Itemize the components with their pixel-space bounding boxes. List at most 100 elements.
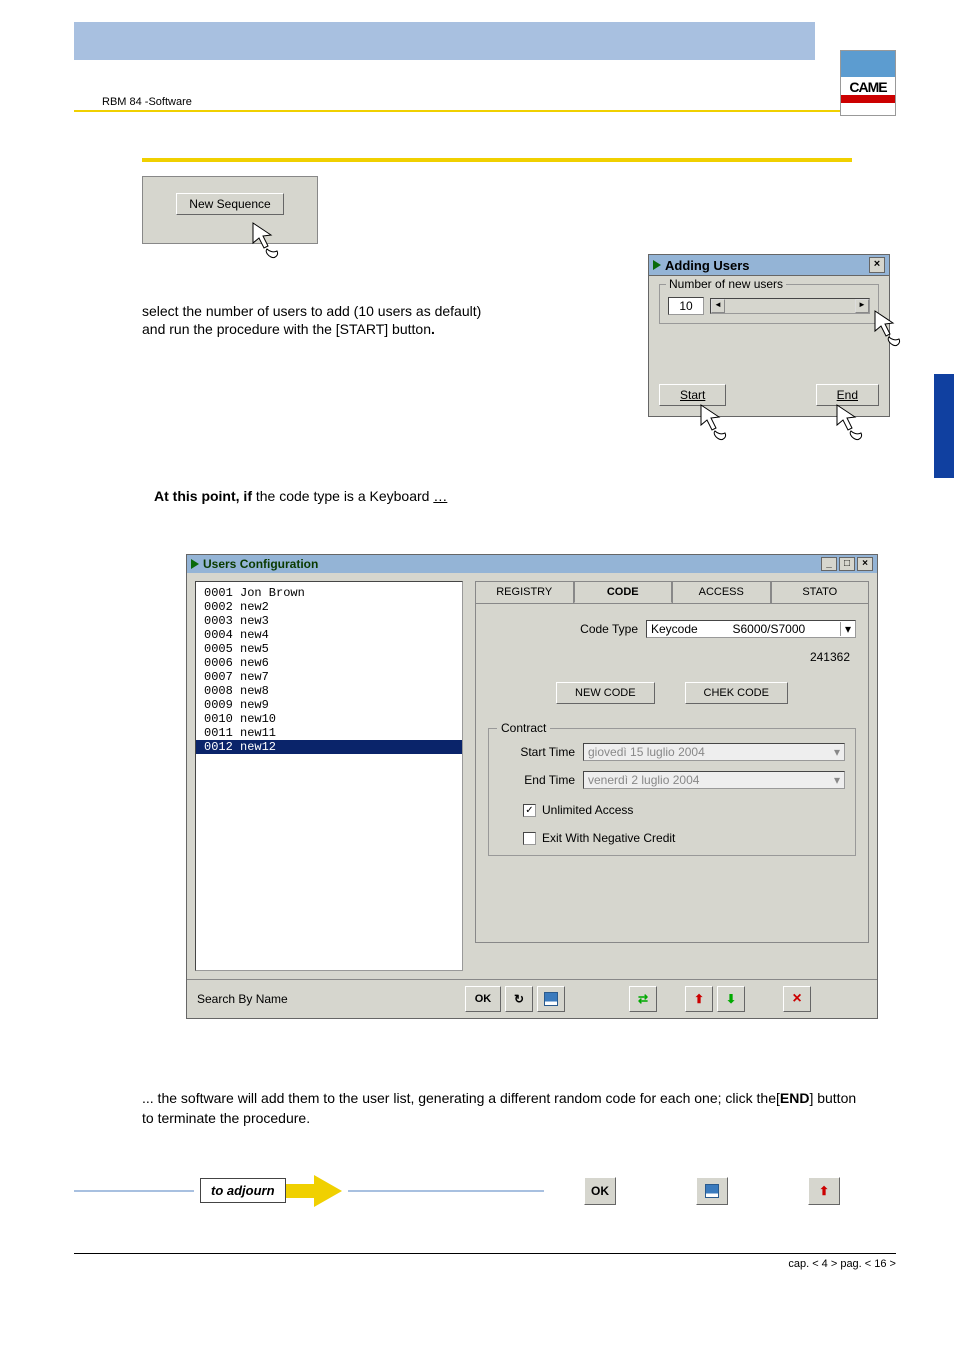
- scroll-left-button[interactable]: ◄: [711, 299, 725, 313]
- code-type-value: Keycode: [651, 622, 698, 636]
- list-item[interactable]: 0004 new4: [196, 628, 462, 642]
- adding-users-dialog: Adding Users × Number of new users ◄ ► S…: [648, 254, 890, 417]
- mid-bold: At this point, if: [154, 488, 252, 504]
- swap-button[interactable]: ⇄: [629, 986, 657, 1012]
- mid-ellipsis: …: [433, 488, 447, 504]
- chek-code-button[interactable]: CHEK CODE: [685, 682, 788, 704]
- tab-access[interactable]: ACCESS: [672, 581, 771, 603]
- top-bar: [74, 22, 815, 60]
- list-item[interactable]: 0012 new12: [196, 740, 462, 754]
- list-item[interactable]: 0003 new3: [196, 614, 462, 628]
- user-count-input[interactable]: [668, 297, 704, 315]
- logo-text: CAME: [841, 77, 895, 95]
- start-time-value: giovedì 15 luglio 2004: [588, 745, 705, 759]
- contract-group: Contract Start Time giovedì 15 luglio 20…: [488, 728, 856, 856]
- cursor-icon: [251, 221, 285, 268]
- bt-bold: END: [780, 1090, 810, 1106]
- exit-negative-label: Exit With Negative Credit: [542, 831, 675, 845]
- save-icon: [705, 1184, 719, 1198]
- dropdown-icon: ▾: [834, 745, 840, 759]
- start-time-field[interactable]: giovedì 15 luglio 2004 ▾: [583, 743, 845, 761]
- up-button[interactable]: ⬆: [685, 986, 713, 1012]
- list-item[interactable]: 0006 new6: [196, 656, 462, 670]
- arrow-icon: [653, 260, 661, 270]
- instr-dot: .: [431, 321, 435, 337]
- tab-code[interactable]: CODE: [574, 581, 673, 603]
- code-type-model: S6000/S7000: [732, 622, 805, 636]
- list-item[interactable]: 0005 new5: [196, 642, 462, 656]
- code-type-select[interactable]: Keycode S6000/S7000 ▾: [646, 620, 856, 638]
- list-item[interactable]: 0007 new7: [196, 670, 462, 684]
- page-footer: cap. < 4 > pag. < 16 >: [74, 1253, 896, 1270]
- code-display: 241362: [488, 650, 850, 664]
- arrow-icon: [191, 559, 199, 569]
- list-item[interactable]: 0002 new2: [196, 600, 462, 614]
- adding-users-titlebar: Adding Users ×: [649, 255, 889, 276]
- tab-bar: REGISTRY CODE ACCESS STATO: [475, 581, 869, 603]
- list-item[interactable]: 0009 new9: [196, 698, 462, 712]
- mid-rest: the code type is a Keyboard: [252, 488, 433, 504]
- instruction-text: select the number of users to add (10 us…: [142, 302, 562, 338]
- logo: CAME: [840, 50, 896, 116]
- tab-stato[interactable]: STATO: [771, 581, 870, 603]
- list-item[interactable]: 0008 new8: [196, 684, 462, 698]
- blue-tab-marker: [934, 374, 954, 478]
- user-count-scrollbar[interactable]: ◄ ►: [710, 298, 870, 314]
- adjourn-ok-button[interactable]: OK: [584, 1177, 616, 1205]
- tab-registry[interactable]: REGISTRY: [475, 581, 574, 603]
- new-sequence-panel: New Sequence: [142, 176, 318, 244]
- close-button[interactable]: ×: [857, 557, 873, 571]
- bt-1: ... the software will add them to the us…: [142, 1090, 780, 1106]
- yellow-divider: [142, 158, 852, 162]
- down-button[interactable]: ⬇: [717, 986, 745, 1012]
- adjourn-save-button[interactable]: [696, 1177, 728, 1205]
- maximize-button[interactable]: □: [839, 557, 855, 571]
- delete-button[interactable]: ×: [783, 986, 811, 1012]
- end-time-value: venerdì 2 luglio 2004: [588, 773, 699, 787]
- exit-negative-checkbox[interactable]: [523, 832, 536, 845]
- list-item[interactable]: 0001 Jon Brown: [196, 586, 462, 600]
- users-config-title: Users Configuration: [203, 557, 318, 571]
- adjourn-label: to adjourn: [200, 1178, 286, 1203]
- instr-line2: and run the procedure with the [START] b…: [142, 321, 431, 337]
- unlimited-checkbox[interactable]: ✓: [523, 804, 536, 817]
- users-config-titlebar: Users Configuration _ □ ×: [187, 555, 877, 573]
- search-label: Search By Name: [197, 992, 465, 1006]
- save-icon: [544, 992, 558, 1006]
- footer-text: cap. < 4 > pag. < 16 >: [788, 1258, 896, 1270]
- group-label: Number of new users: [666, 277, 786, 291]
- ok-button[interactable]: OK: [465, 986, 501, 1012]
- cursor-icon: [873, 309, 907, 352]
- dropdown-icon: ▾: [834, 773, 840, 787]
- refresh-button[interactable]: ↻: [505, 986, 533, 1012]
- list-item[interactable]: 0011 new11: [196, 726, 462, 740]
- start-time-label: Start Time: [499, 745, 575, 759]
- instr-line1: select the number of users to add (10 us…: [142, 303, 481, 319]
- scroll-right-button[interactable]: ►: [855, 299, 869, 313]
- cursor-icon: [835, 403, 869, 446]
- new-code-button[interactable]: NEW CODE: [556, 682, 655, 704]
- mid-instruction: At this point, if the code type is a Key…: [154, 488, 880, 504]
- bottom-instruction: ... the software will add them to the us…: [142, 1089, 862, 1128]
- number-users-group: Number of new users ◄ ►: [659, 284, 879, 324]
- code-type-label: Code Type: [580, 622, 638, 636]
- minimize-button[interactable]: _: [821, 557, 837, 571]
- yellow-rule: [74, 110, 896, 112]
- close-button[interactable]: ×: [869, 257, 885, 273]
- new-sequence-button[interactable]: New Sequence: [176, 193, 283, 215]
- unlimited-label: Unlimited Access: [542, 803, 633, 817]
- cursor-icon: [699, 403, 733, 446]
- users-config-footer: Search By Name OK ↻ ⇄ ⬆ ⬇ ×: [187, 979, 877, 1018]
- header-label: RBM 84 -Software: [102, 96, 954, 108]
- users-list[interactable]: 0001 Jon Brown0002 new20003 new30004 new…: [195, 581, 463, 971]
- dropdown-icon: ▾: [840, 622, 851, 636]
- adjourn-up-button[interactable]: ⬆: [808, 1177, 840, 1205]
- contract-label: Contract: [497, 721, 550, 735]
- save-button[interactable]: [537, 986, 565, 1012]
- end-time-label: End Time: [499, 773, 575, 787]
- users-config-dialog: Users Configuration _ □ × 0001 Jon Brown…: [186, 554, 878, 1019]
- adjourn-arrow: to adjourn: [200, 1175, 342, 1207]
- end-time-field[interactable]: venerdì 2 luglio 2004 ▾: [583, 771, 845, 789]
- list-item[interactable]: 0010 new10: [196, 712, 462, 726]
- adding-users-title: Adding Users: [665, 258, 750, 273]
